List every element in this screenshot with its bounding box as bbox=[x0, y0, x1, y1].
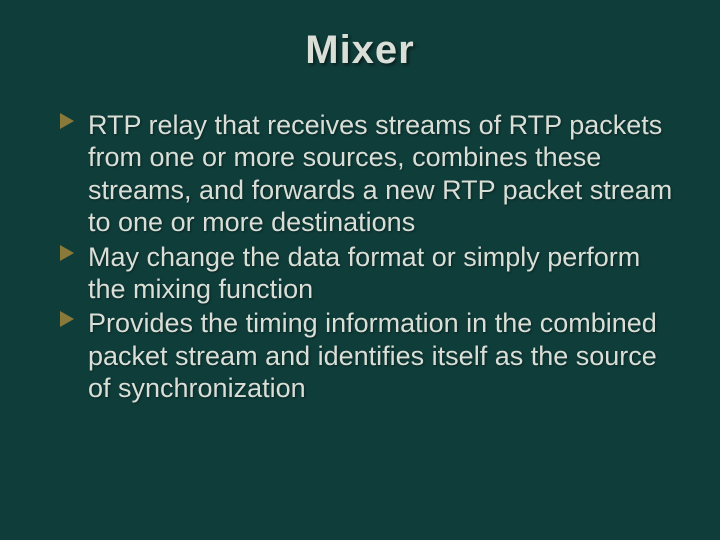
bullet-text: RTP relay that receives streams of RTP p… bbox=[88, 110, 672, 237]
list-item: RTP relay that receives streams of RTP p… bbox=[60, 109, 676, 239]
slide: Mixer RTP relay that receives streams of… bbox=[0, 0, 720, 540]
bullet-arrow-icon bbox=[60, 113, 74, 129]
bullet-list: RTP relay that receives streams of RTP p… bbox=[40, 109, 680, 405]
bullet-arrow-icon bbox=[60, 245, 74, 261]
bullet-arrow-icon bbox=[60, 311, 74, 327]
list-item: Provides the timing information in the c… bbox=[60, 307, 676, 404]
slide-title: Mixer bbox=[40, 28, 680, 73]
list-item: May change the data format or simply per… bbox=[60, 241, 676, 306]
bullet-text: May change the data format or simply per… bbox=[88, 242, 640, 304]
bullet-text: Provides the timing information in the c… bbox=[88, 308, 657, 403]
